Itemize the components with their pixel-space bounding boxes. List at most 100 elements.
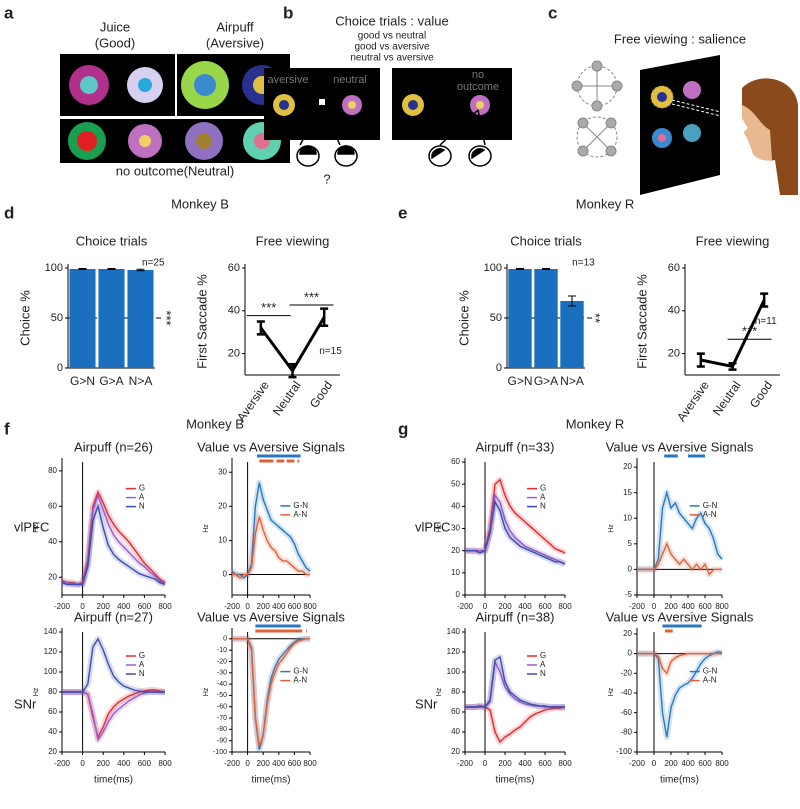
y-axis-label: Hz [608, 687, 615, 696]
x-tick-label: 0 [245, 759, 250, 768]
chart-title: Free viewing [256, 233, 330, 248]
y-tick-label: 0 [628, 565, 633, 574]
y-tick-label: 60 [668, 262, 680, 274]
y-axis-label: Hz [203, 524, 210, 533]
x-axis-label: time(ms) [94, 775, 133, 786]
x-tick-label: 0 [80, 759, 85, 768]
legend-label: A-N [293, 676, 307, 685]
y-tick-label: -30 [217, 670, 227, 677]
fractals [68, 61, 282, 160]
error-bar [136, 268, 145, 272]
x-tick-label: 0 [652, 602, 657, 611]
y-axis-label: Hz [436, 687, 443, 696]
y-tick-label: 100 [447, 667, 461, 676]
y-tick-label: -100 [616, 747, 633, 756]
y-axis-label: Hz [436, 524, 443, 533]
x-tick-label: 400 [518, 602, 532, 611]
y-tick-label: 10 [451, 568, 460, 577]
y-tick-label: 60 [451, 457, 460, 466]
x-tick-label: 200 [257, 759, 271, 768]
y-tick-label: 40 [451, 501, 460, 510]
x-tick-label: 400 [117, 602, 131, 611]
y-tick-label: 100 [484, 262, 502, 274]
title: Choice trials : value [335, 13, 448, 28]
y-tick-label: 40 [48, 727, 57, 736]
y-tick-label: 100 [44, 667, 58, 676]
y-tick-label: 100 [45, 262, 63, 274]
error-bar [568, 295, 576, 307]
x-tick-label: -200 [629, 602, 646, 611]
title: Free viewing : salience [614, 31, 746, 46]
legend-label: N [540, 502, 546, 511]
error-bar [320, 307, 329, 328]
y-tick-label: 80 [451, 687, 460, 696]
y-tick-label: 10 [218, 536, 227, 545]
legend-label: A [139, 493, 145, 502]
row-label: vlPFC [14, 519, 49, 534]
x-tick-label: -200 [224, 602, 241, 611]
x-tick-label: 600 [698, 759, 712, 768]
legend-label: A-N [293, 510, 307, 519]
x-axis-label: time(ms) [252, 775, 291, 786]
x-tick-label: 600 [288, 759, 302, 768]
y-tick-label: 15 [623, 488, 632, 497]
y-tick-label: 0 [223, 636, 227, 643]
legend-label: A [540, 660, 546, 669]
chart-title: Airpuff (n=26) [74, 439, 153, 454]
x-tick-label: N>A [129, 374, 153, 388]
x-tick-label: -200 [54, 602, 71, 611]
line [259, 316, 326, 374]
y-tick-label: 20 [623, 629, 632, 638]
x-axis-label: time(ms) [660, 775, 699, 786]
stimuli [273, 94, 490, 116]
annotation: *** [742, 324, 757, 339]
stimuli [650, 81, 746, 148]
y-tick-label: 20 [228, 348, 240, 360]
band [465, 659, 565, 710]
y-tick-label: 80 [48, 466, 57, 475]
y-axis-label: First Saccade % [634, 274, 649, 369]
x-tick-label: 800 [558, 602, 572, 611]
x-tick-label: 200 [664, 759, 678, 768]
x-tick-label: 0 [652, 759, 657, 768]
y-tick-label: 140 [447, 627, 461, 636]
y-tick-label: 20 [218, 501, 227, 510]
y-tick-label: 140 [44, 627, 58, 636]
panel-letter: f [4, 419, 10, 438]
row-label: SNr [415, 696, 438, 711]
band [465, 704, 566, 745]
y-tick-label: 40 [451, 727, 460, 736]
line [637, 650, 723, 738]
bar [508, 269, 532, 368]
x-tick-label: -200 [224, 759, 241, 768]
line [61, 503, 166, 586]
y-tick-label: 60 [228, 262, 240, 274]
x-tick-label: 200 [664, 602, 678, 611]
y-axis-label: Hz [203, 687, 210, 696]
line [231, 482, 311, 579]
y-tick-label: 20 [451, 747, 460, 756]
y-tick-label: 30 [218, 467, 227, 476]
y-tick-label: -60 [620, 708, 632, 717]
error-bar [78, 268, 87, 270]
x-tick-label: G>N [507, 374, 532, 388]
x-tick-label: 200 [257, 602, 271, 611]
legend-label: A [139, 660, 145, 669]
chart-title: Free viewing [696, 233, 770, 248]
y-tick-label: 5 [628, 539, 633, 548]
x-tick-label: G>A [99, 374, 123, 388]
band [637, 648, 723, 741]
y-tick-label: -5 [625, 590, 633, 599]
bar [127, 270, 154, 368]
bar [98, 269, 125, 368]
panel-letter: e [398, 203, 407, 222]
x-tick-label: 400 [681, 602, 695, 611]
y-tick-label: 0 [628, 649, 633, 658]
legend-label: N [139, 502, 145, 511]
chart-title: Value vs Aversive Signals [606, 609, 754, 624]
y-tick-label: 0 [223, 570, 228, 579]
x-axis-label: time(ms) [496, 775, 535, 786]
bar [534, 269, 558, 368]
y-tick-label: -60 [217, 704, 227, 711]
y-tick-label: -40 [620, 688, 632, 697]
